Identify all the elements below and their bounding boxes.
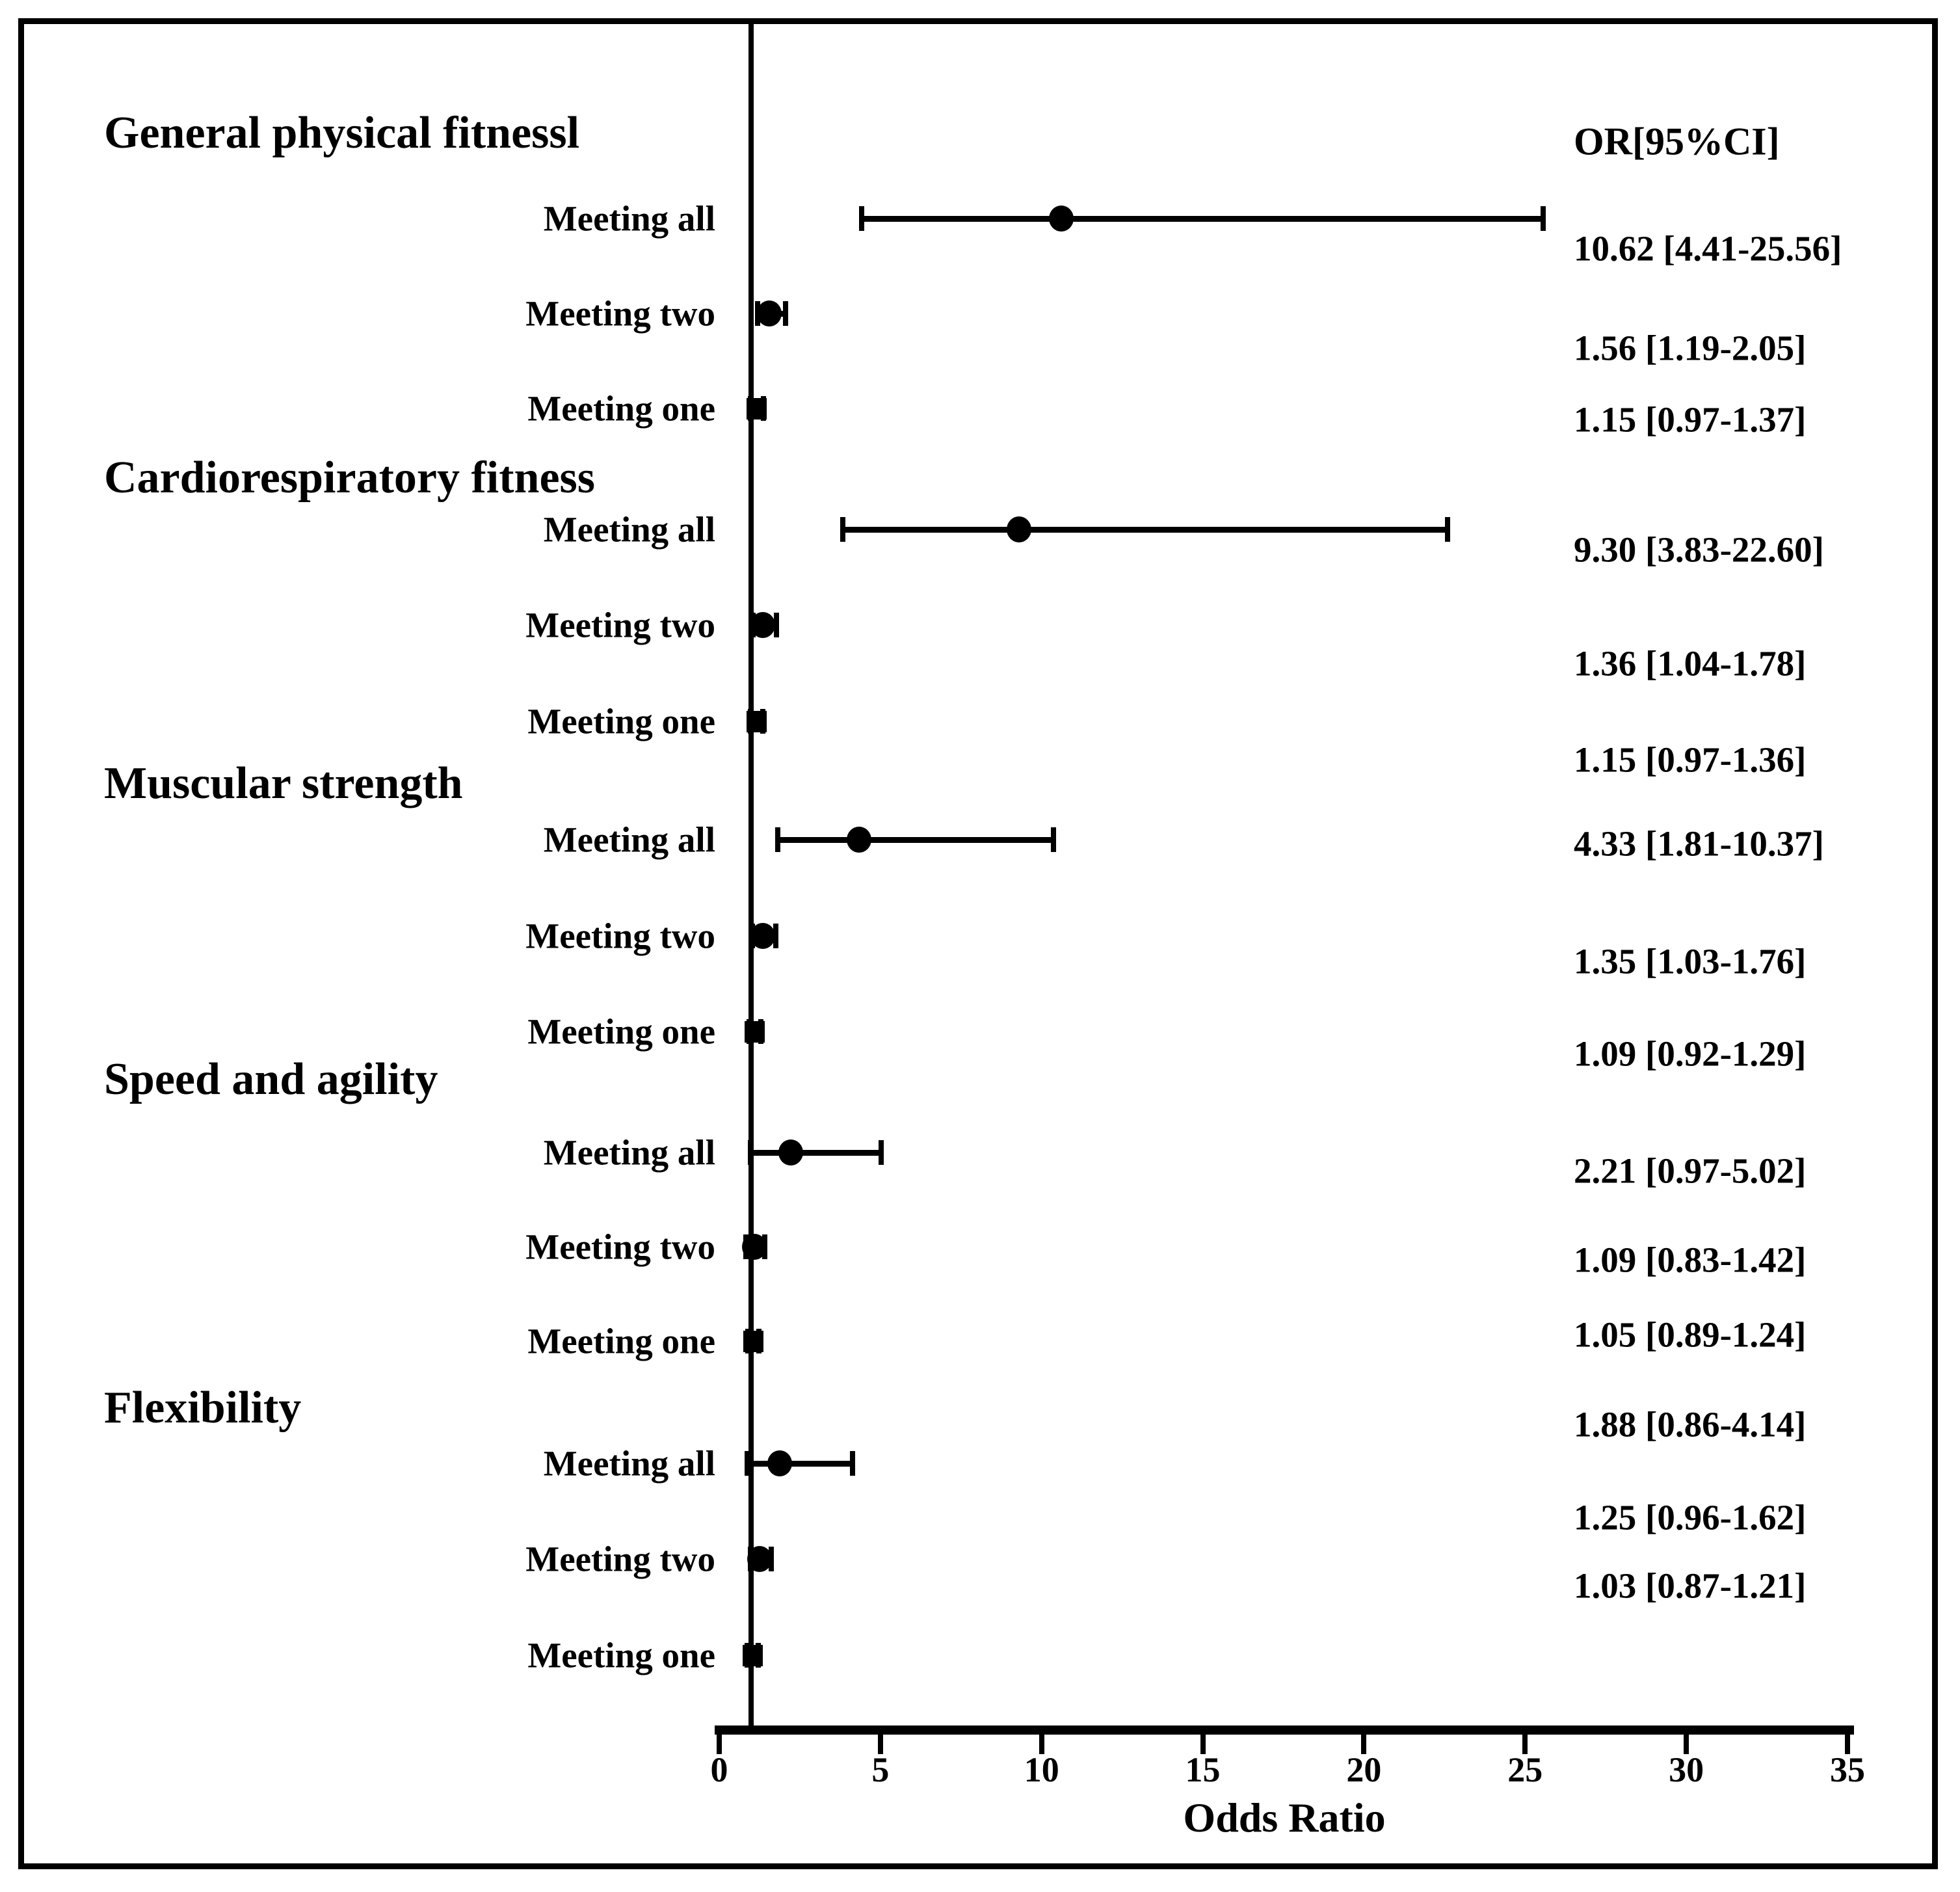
- x-axis-tick: [1844, 1735, 1850, 1754]
- ci-cap-high: [878, 1140, 884, 1165]
- or-point-marker: [747, 1546, 772, 1572]
- row-label: Meeting all: [543, 198, 715, 239]
- or-ci-value: 1.09 [0.83-1.42]: [1574, 1240, 1807, 1280]
- row-label: Meeting two: [525, 605, 715, 645]
- or-point-marker: [743, 1331, 764, 1352]
- or-point-marker: [757, 300, 782, 326]
- ci-cap-high: [1445, 517, 1451, 542]
- ci-cap-low: [775, 827, 780, 852]
- ci-interval-line: [842, 527, 1448, 533]
- group-header: General physical fitnessl: [104, 108, 580, 158]
- or-point-marker: [767, 1450, 793, 1476]
- row-label: Meeting one: [527, 388, 715, 429]
- ci-cap-low: [858, 206, 864, 231]
- x-axis-line: [715, 1725, 1854, 1735]
- ci-interval-line: [777, 837, 1054, 843]
- or-ci-value: 1.25 [0.96-1.62]: [1574, 1497, 1807, 1538]
- ci-cap-high: [774, 613, 780, 637]
- or-point-marker: [750, 923, 775, 949]
- row-label: Meeting one: [527, 1321, 715, 1361]
- ci-cap-high: [850, 1451, 856, 1476]
- or-ci-value: 1.56 [1.19-2.05]: [1574, 328, 1807, 368]
- ci-interval-line: [861, 216, 1543, 222]
- or-ci-value: 4.33 [1.81-10.37]: [1574, 823, 1824, 864]
- or-point-marker: [747, 711, 767, 732]
- ci-cap-high: [773, 924, 779, 948]
- or-ci-value: 1.03 [0.87-1.21]: [1574, 1566, 1807, 1606]
- x-axis-tick-label: 10: [1024, 1750, 1059, 1789]
- x-axis-title: Odds Ratio: [1183, 1794, 1386, 1841]
- group-header: Muscular strength: [104, 758, 463, 808]
- x-axis-tick-label: 5: [871, 1750, 890, 1789]
- or-point-marker: [1007, 516, 1031, 542]
- x-axis-tick: [1039, 1735, 1044, 1754]
- row-label: Meeting two: [525, 1227, 715, 1267]
- ci-interval-line: [747, 1461, 853, 1467]
- or-ci-value: 1.35 [1.03-1.76]: [1574, 941, 1807, 981]
- ci-interval-line: [750, 1150, 881, 1156]
- or-ci-value: 1.15 [0.97-1.36]: [1574, 739, 1807, 780]
- x-axis-tick: [877, 1735, 883, 1754]
- or-ci-value: 1.15 [0.97-1.37]: [1574, 399, 1807, 440]
- group-header: Flexibility: [104, 1383, 302, 1433]
- or-ci-value: 1.88 [0.86-4.14]: [1574, 1404, 1807, 1445]
- group-header: Cardiorespiratory fitness: [104, 453, 595, 503]
- x-axis-tick: [1200, 1735, 1206, 1754]
- x-axis-tick-label: 35: [1829, 1750, 1865, 1789]
- or-point-marker: [745, 1021, 765, 1043]
- or-point-marker: [742, 1234, 767, 1260]
- ci-cap-high: [1541, 206, 1546, 231]
- ci-cap-low: [748, 1140, 754, 1165]
- ci-cap-low: [840, 517, 845, 542]
- ci-cap-low: [744, 1451, 750, 1476]
- x-axis-tick-label: 25: [1507, 1750, 1543, 1789]
- or-ci-value: 1.36 [1.04-1.78]: [1574, 643, 1807, 684]
- row-label: Meeting all: [543, 1443, 715, 1484]
- x-axis-tick-label: 15: [1185, 1750, 1221, 1789]
- x-axis-tick: [1684, 1735, 1689, 1754]
- x-axis-tick-label: 30: [1669, 1750, 1704, 1789]
- or-column-header: OR[95%CI]: [1574, 120, 1780, 163]
- or-ci-value: 1.09 [0.92-1.29]: [1574, 1033, 1807, 1074]
- x-axis-tick: [717, 1735, 722, 1754]
- group-header: Speed and agility: [104, 1054, 438, 1104]
- x-axis-tick: [1361, 1735, 1367, 1754]
- or-point-marker: [1049, 206, 1074, 232]
- row-label: Meeting two: [525, 916, 715, 956]
- row-label: Meeting two: [525, 293, 715, 334]
- or-ci-value: 10.62 [4.41-25.56]: [1574, 228, 1842, 269]
- or-point-marker: [747, 398, 767, 420]
- row-label: Meeting one: [527, 1011, 715, 1052]
- or-point-marker: [750, 612, 776, 638]
- row-label: Meeting all: [543, 1132, 715, 1173]
- or-ci-value: 1.05 [0.89-1.24]: [1574, 1314, 1807, 1355]
- or-point-marker: [846, 827, 871, 853]
- or-point-marker: [778, 1139, 803, 1166]
- row-label: Meeting one: [527, 701, 715, 741]
- row-label: Meeting all: [543, 509, 715, 550]
- or-point-marker: [743, 1645, 763, 1666]
- reference-line-or1: [748, 24, 754, 1734]
- row-label: Meeting one: [527, 1635, 715, 1675]
- figure-frame: [18, 18, 1938, 1869]
- ci-cap-high: [1051, 827, 1057, 852]
- or-ci-value: 9.30 [3.83-22.60]: [1574, 529, 1824, 570]
- x-axis-tick: [1522, 1735, 1528, 1754]
- x-axis-tick-label: 20: [1346, 1750, 1382, 1789]
- ci-cap-high: [782, 301, 788, 326]
- x-axis-tick-label: 0: [710, 1750, 728, 1789]
- row-label: Meeting two: [525, 1539, 715, 1579]
- row-label: Meeting all: [543, 819, 715, 860]
- or-ci-value: 2.21 [0.97-5.02]: [1574, 1151, 1807, 1191]
